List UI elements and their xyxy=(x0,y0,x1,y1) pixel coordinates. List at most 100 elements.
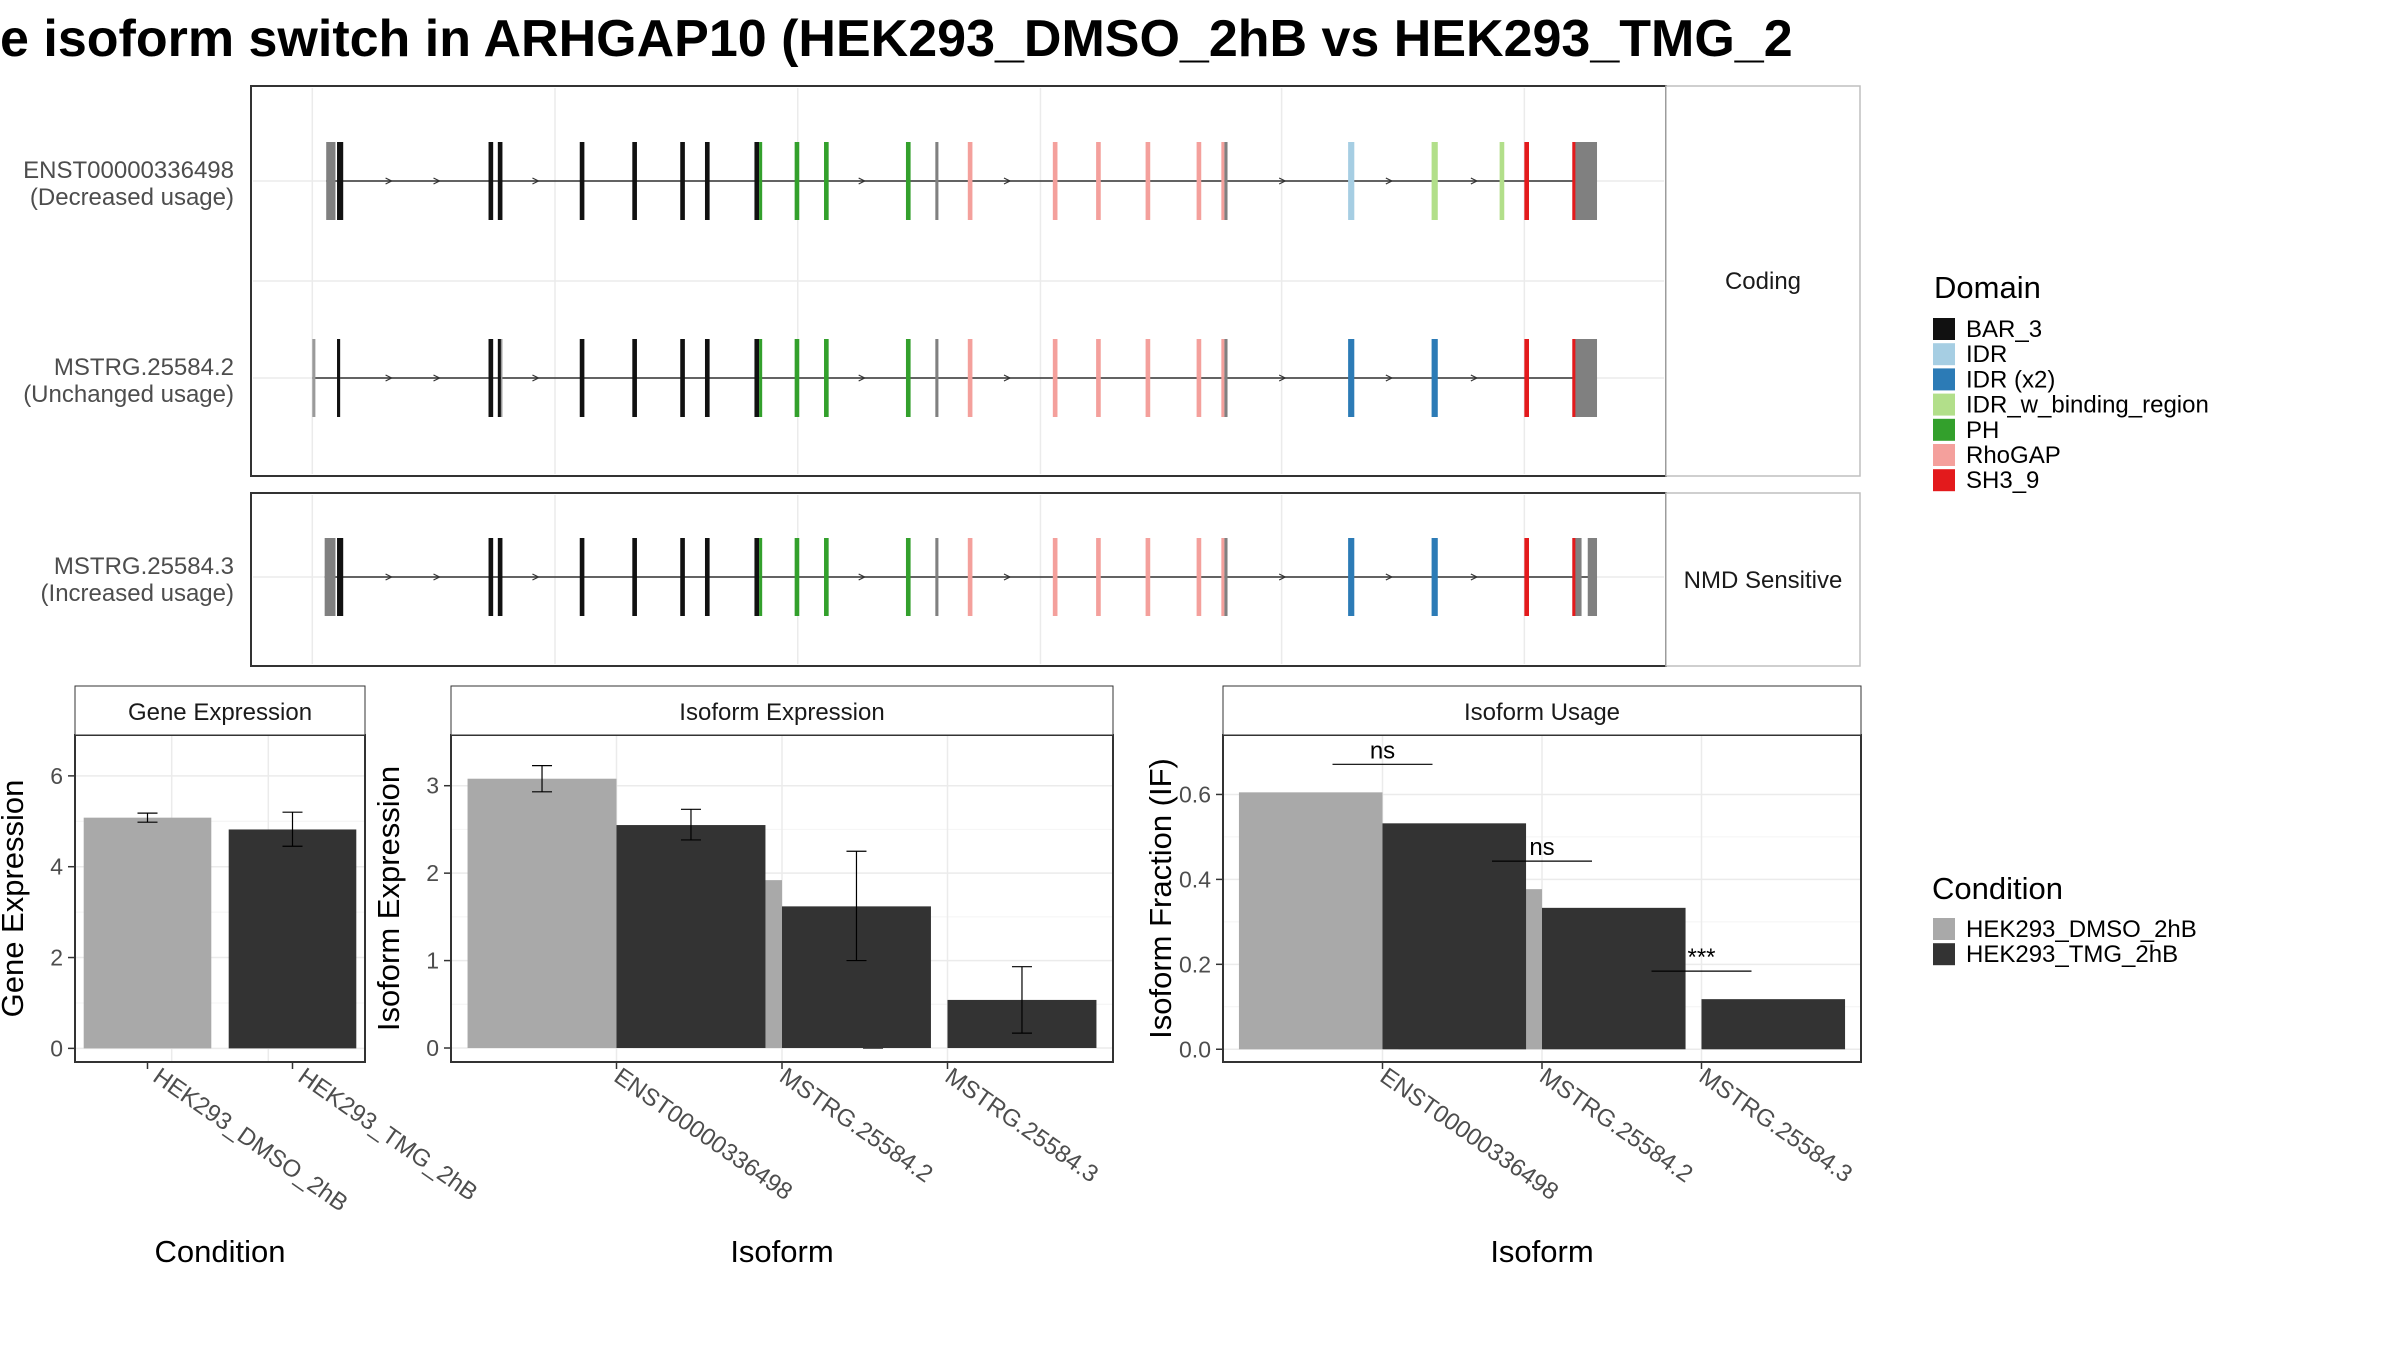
isoform-labels: ENST00000336498 (Decreased usage) MSTRG.… xyxy=(23,157,234,607)
exon xyxy=(337,339,341,417)
strand-arrow xyxy=(532,374,540,382)
utr-exon xyxy=(1587,538,1598,616)
exon xyxy=(1196,339,1202,417)
exon xyxy=(905,339,911,417)
y-tick-label: 0 xyxy=(50,1035,63,1061)
strand-arrow xyxy=(385,374,393,382)
y-tick-label: 3 xyxy=(426,773,439,799)
exon xyxy=(824,339,829,417)
strand-arrow xyxy=(1003,374,1012,382)
bar xyxy=(1238,792,1383,1050)
significance-label: ns xyxy=(1529,834,1554,861)
strand-arrow xyxy=(1470,177,1479,185)
facet-strip xyxy=(74,685,366,736)
exon xyxy=(794,538,800,616)
nmd-panel-frame xyxy=(250,492,1667,667)
y-axis-label: Isoform Fraction (IF) xyxy=(1143,758,1178,1039)
error-bar xyxy=(137,812,158,823)
y-tick-label: 0.0 xyxy=(1179,1036,1211,1062)
exon xyxy=(1196,538,1202,616)
legend-key xyxy=(1933,918,1955,940)
exon xyxy=(704,142,710,220)
exon xyxy=(967,142,973,220)
legend-label: IDR_w_binding_region xyxy=(1966,392,2209,419)
error-bar xyxy=(846,850,867,962)
x-tick-label: MSTRG.25584.2 xyxy=(775,1063,938,1188)
chart-title: Gene Expression xyxy=(128,699,312,726)
chart-title: Isoform Usage xyxy=(1464,699,1620,726)
condition-legend-title: Condition xyxy=(1932,871,2063,906)
utr-exon xyxy=(324,538,336,616)
figure-title: e isoform switch in ARHGAP10 (HEK293_DMS… xyxy=(0,10,1793,68)
exon xyxy=(794,339,800,417)
strand-arrow xyxy=(1385,374,1394,382)
legend-key xyxy=(1933,318,1955,340)
bar xyxy=(1542,907,1686,1050)
exon xyxy=(1572,339,1577,417)
exon xyxy=(1572,538,1577,616)
strand-arrow xyxy=(1278,374,1287,382)
domain-legend-title: Domain xyxy=(1934,270,2041,305)
exon xyxy=(1052,142,1058,220)
legend-label: RhoGAP xyxy=(1966,442,2061,469)
strand-arrow xyxy=(1003,573,1012,581)
x-axis-label: Isoform xyxy=(730,1234,833,1269)
exon xyxy=(497,538,503,616)
strand-arrow xyxy=(1278,177,1287,185)
strand-arrow xyxy=(1278,573,1287,581)
strand-arrow xyxy=(1470,573,1479,581)
exon xyxy=(1499,142,1505,220)
exon xyxy=(488,538,494,616)
legend-label: PH xyxy=(1966,417,1999,444)
facet-strip xyxy=(450,685,1114,736)
exon xyxy=(579,142,585,220)
isoform-label-id: MSTRG.25584.2 xyxy=(54,354,234,381)
legend-key xyxy=(1933,943,1955,966)
exon xyxy=(1052,339,1058,417)
legend-key xyxy=(1933,418,1955,441)
x-tick-label: ENST00000336498 xyxy=(609,1063,797,1206)
error-bar xyxy=(532,765,553,793)
exon xyxy=(1431,142,1438,220)
exon xyxy=(1524,538,1529,616)
legend-key xyxy=(1933,444,1955,466)
exon xyxy=(632,538,637,616)
exon xyxy=(1524,142,1529,220)
exon xyxy=(967,538,973,616)
exon xyxy=(1096,538,1101,616)
error-bar xyxy=(1011,966,1032,1034)
exon xyxy=(1221,339,1225,417)
coding-strip xyxy=(1665,85,1861,477)
strand-arrow xyxy=(532,177,540,185)
exon xyxy=(488,339,494,417)
exon xyxy=(1096,142,1101,220)
exon xyxy=(632,339,637,417)
y-axis-label: Isoform Expression xyxy=(371,766,406,1031)
exon xyxy=(1348,339,1355,417)
legend-key xyxy=(1933,393,1955,416)
bar xyxy=(467,778,617,1049)
isoform-label-id: ENST00000336498 xyxy=(23,157,234,184)
exon xyxy=(905,142,911,220)
exon xyxy=(680,142,685,220)
exon xyxy=(579,339,585,417)
y-tick-label: 0.2 xyxy=(1179,951,1211,977)
legend-label: IDR (x2) xyxy=(1966,366,2055,393)
x-tick-label: MSTRG.25584.3 xyxy=(1694,1063,1857,1188)
exon xyxy=(759,142,763,220)
bar xyxy=(83,817,212,1049)
isoform-label-usage: (Unchanged usage) xyxy=(23,381,234,408)
legend-label: HEK293_DMSO_2hB xyxy=(1966,916,2197,943)
exon xyxy=(497,339,501,417)
structure-panel-nmd: NMD Sensitive xyxy=(250,492,1861,667)
exon xyxy=(1524,339,1529,417)
exon xyxy=(1224,142,1228,220)
y-axis-label: Gene Expression xyxy=(0,780,30,1018)
legend-key xyxy=(1933,368,1955,391)
y-tick-label: 6 xyxy=(50,763,63,789)
exon xyxy=(337,538,344,616)
exon xyxy=(497,142,503,220)
exon xyxy=(794,142,800,220)
